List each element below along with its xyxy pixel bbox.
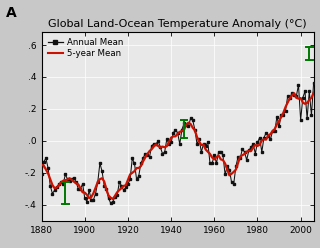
Legend: Annual Mean, 5-year Mean: Annual Mean, 5-year Mean <box>46 36 125 60</box>
Title: Global Land-Ocean Temperature Anomaly (°C): Global Land-Ocean Temperature Anomaly (°… <box>48 19 307 29</box>
Text: A: A <box>6 6 17 20</box>
